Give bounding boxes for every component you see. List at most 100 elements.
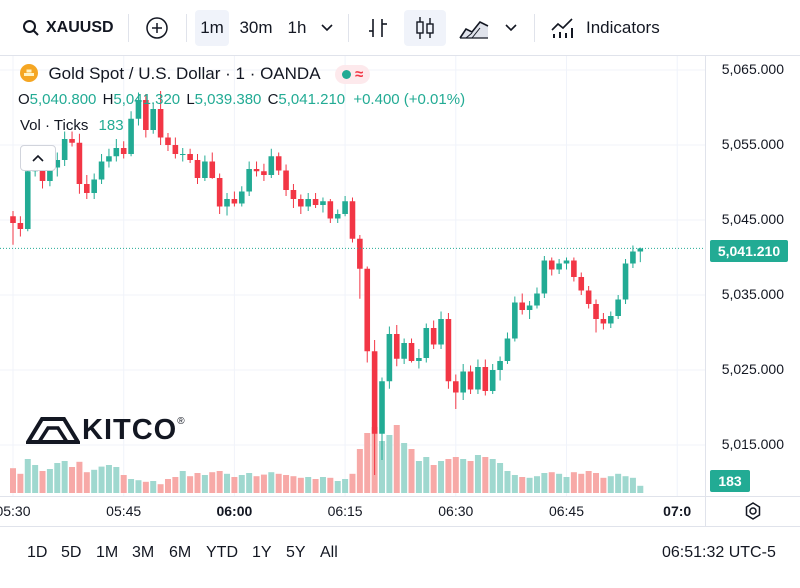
high-value: 5,041.320 [113, 91, 181, 108]
candle-body [238, 191, 245, 204]
volume-bar [533, 476, 540, 493]
price-tick-label: 5,045.000 [721, 211, 784, 227]
volume-bar [297, 477, 304, 493]
range-all[interactable]: All [320, 544, 338, 561]
candle-body [615, 299, 621, 316]
volume-bar [268, 472, 275, 493]
volume-bar [342, 479, 349, 493]
volume-legend: Vol · Ticks 183 [20, 117, 124, 134]
volume-bar [327, 477, 334, 493]
range-1y[interactable]: 1Y [252, 544, 272, 561]
volume-bar [637, 485, 644, 493]
candle-body [98, 161, 105, 180]
market-status-badge[interactable]: ≈ [335, 65, 371, 85]
volume-bar [593, 473, 600, 493]
candle-body [327, 201, 334, 219]
candle-body [430, 328, 437, 345]
candle-body [253, 169, 260, 172]
symbol-label: XAUUSD [46, 19, 114, 36]
divider [534, 14, 535, 42]
volume-bar [541, 473, 548, 493]
volume-bar [379, 441, 385, 493]
market-open-dot-icon [342, 70, 351, 80]
volume-bar [548, 472, 555, 493]
volume-bar [489, 459, 496, 493]
volume-bar [319, 477, 326, 493]
chevron-up-icon [32, 154, 44, 162]
candle-body [600, 319, 607, 324]
interval-dropdown[interactable] [316, 10, 338, 46]
interval-1h[interactable]: 1h [287, 18, 307, 37]
candle-body [194, 160, 201, 178]
candle-body [489, 370, 496, 391]
volume-bar [334, 481, 341, 493]
volume-bar [600, 477, 607, 493]
area-chart-type-button[interactable] [454, 10, 494, 46]
candle-body [401, 343, 407, 359]
candle-body [54, 160, 61, 168]
chart-type-dropdown[interactable] [500, 10, 522, 46]
compare-symbol-button[interactable] [140, 10, 174, 46]
volume-bar [105, 465, 112, 493]
candle-body [17, 223, 24, 229]
volume-bar [615, 473, 622, 493]
indicators-button[interactable]: Indicators [544, 10, 668, 46]
volume-bar [460, 459, 467, 493]
candle-body [298, 199, 304, 207]
candle-body [379, 381, 385, 434]
candle-body [593, 304, 599, 319]
volume-bar [209, 472, 216, 493]
volume-bar [305, 477, 312, 493]
clock-timezone[interactable]: 06:51:32 UTC-5 [662, 544, 776, 561]
candle-body [563, 260, 570, 264]
range-5y[interactable]: 5Y [286, 544, 306, 561]
candle-body [371, 351, 378, 434]
candle-body [482, 367, 489, 391]
candles-chart-type-button[interactable] [404, 10, 446, 46]
volume-bar [98, 466, 105, 493]
volume-bar [622, 476, 629, 493]
candle-body [106, 156, 112, 162]
symbol-search[interactable]: XAUUSD [14, 10, 122, 46]
interval-30m[interactable]: 30m [239, 18, 273, 37]
candle-body [10, 216, 16, 223]
candle-body [275, 156, 282, 171]
candle-body [585, 290, 592, 304]
candle-body [216, 178, 223, 207]
bar-chart-type-button[interactable] [362, 10, 394, 46]
candle-body [548, 260, 555, 270]
volume-bar [187, 476, 194, 493]
collapse-legend-button[interactable] [20, 145, 56, 171]
volume-bar [629, 477, 636, 493]
chevron-down-icon [505, 24, 517, 32]
candle-body [261, 171, 267, 175]
interval-1m[interactable]: 1m [195, 10, 229, 46]
volume-bar [423, 457, 430, 493]
kitco-wordmark: KITCO [82, 413, 178, 446]
volume-bar [231, 477, 238, 493]
price-chart[interactable] [0, 56, 800, 526]
candle-body [519, 302, 526, 310]
range-1m[interactable]: 1M [96, 544, 119, 561]
volume-bar [76, 461, 83, 493]
range-1d[interactable]: 1D [27, 544, 48, 561]
volume-bar [364, 433, 371, 493]
range-ytd[interactable]: YTD [206, 544, 238, 561]
volume-bar [570, 472, 577, 493]
chart-settings-button[interactable] [742, 500, 764, 522]
volume-bar [467, 461, 474, 493]
open-value: 5,040.800 [29, 91, 97, 108]
ohlc-values: O5,040.800 H5,041.320 L5,039.380 C5,041.… [18, 91, 465, 108]
range-3m[interactable]: 3M [132, 544, 155, 561]
volume-bar [69, 467, 76, 493]
range-5d[interactable]: 5D [61, 544, 82, 561]
range-6m[interactable]: 6M [169, 544, 192, 561]
volume-bar [408, 449, 415, 493]
candle-body [268, 156, 275, 175]
volume-bar [39, 471, 46, 493]
volume-bar [349, 473, 356, 493]
bottom-toolbar [0, 526, 800, 588]
low-value: 5,039.380 [194, 91, 262, 108]
volume-bar [142, 481, 149, 493]
price-tick-label: 5,065.000 [721, 61, 784, 77]
